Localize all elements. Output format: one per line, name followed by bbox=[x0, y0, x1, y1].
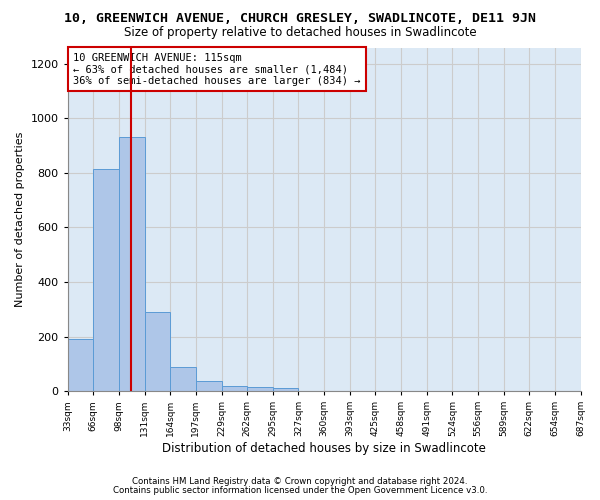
Text: 10, GREENWICH AVENUE, CHURCH GRESLEY, SWADLINCOTE, DE11 9JN: 10, GREENWICH AVENUE, CHURCH GRESLEY, SW… bbox=[64, 12, 536, 26]
Bar bbox=[221, 386, 247, 391]
Bar bbox=[196, 380, 221, 391]
Bar bbox=[170, 366, 196, 391]
Text: Size of property relative to detached houses in Swadlincote: Size of property relative to detached ho… bbox=[124, 26, 476, 39]
X-axis label: Distribution of detached houses by size in Swadlincote: Distribution of detached houses by size … bbox=[162, 442, 486, 455]
Bar bbox=[273, 388, 298, 391]
Y-axis label: Number of detached properties: Number of detached properties bbox=[15, 132, 25, 307]
Bar bbox=[94, 169, 119, 391]
Text: 10 GREENWICH AVENUE: 115sqm
← 63% of detached houses are smaller (1,484)
36% of : 10 GREENWICH AVENUE: 115sqm ← 63% of det… bbox=[73, 52, 361, 86]
Bar bbox=[145, 312, 170, 391]
Text: Contains HM Land Registry data © Crown copyright and database right 2024.: Contains HM Land Registry data © Crown c… bbox=[132, 477, 468, 486]
Bar bbox=[119, 138, 145, 391]
Text: Contains public sector information licensed under the Open Government Licence v3: Contains public sector information licen… bbox=[113, 486, 487, 495]
Bar bbox=[68, 339, 94, 391]
Bar bbox=[247, 387, 273, 391]
